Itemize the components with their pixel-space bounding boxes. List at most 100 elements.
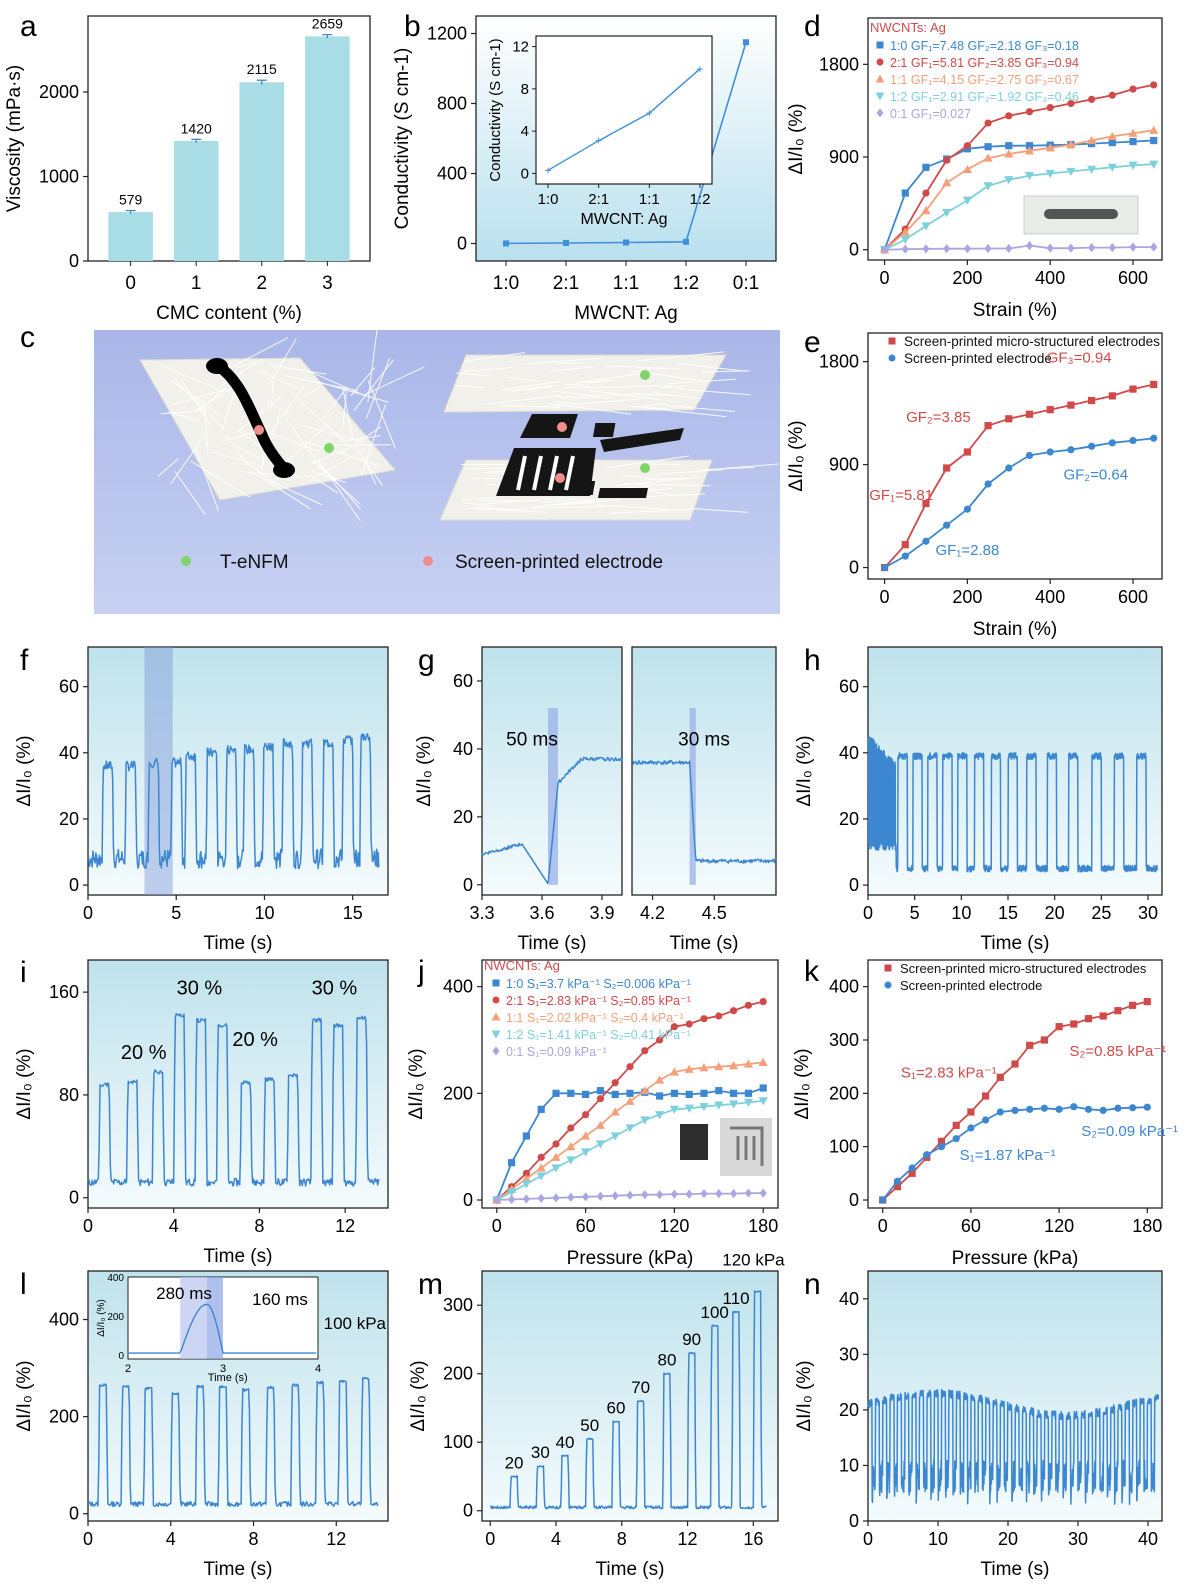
fiber	[266, 401, 291, 415]
annotation: GF₂=0.64	[1063, 466, 1128, 483]
data-point	[582, 1111, 590, 1119]
fiber	[174, 471, 206, 515]
x-tick-label: 400	[1035, 268, 1065, 288]
data-point	[670, 1089, 678, 1097]
fiber	[201, 387, 226, 410]
data-point	[758, 1057, 768, 1066]
fiber	[467, 507, 548, 513]
x-tick-label: 8	[617, 1529, 627, 1549]
data-point	[522, 1132, 530, 1140]
data-point	[893, 1177, 902, 1185]
data-point	[900, 235, 910, 245]
data-point	[669, 1067, 679, 1076]
fiber	[576, 372, 645, 384]
panel-letter: e	[804, 326, 821, 359]
panel-letter-c: c	[20, 321, 35, 354]
data-point	[536, 1163, 546, 1172]
fiber	[360, 404, 387, 476]
fiber	[675, 362, 747, 372]
fiber	[621, 474, 667, 481]
data-point	[503, 240, 509, 247]
y-tick-label: 300	[443, 1295, 473, 1315]
data-point	[984, 480, 992, 488]
panel-letter: b	[404, 10, 421, 43]
x-axis-label: MWCNT: Ag	[580, 211, 667, 228]
y-tick-label: 20	[59, 809, 79, 829]
data-point	[1040, 1104, 1048, 1112]
legend-entry: 1:2 S₁=1.41 kPa⁻¹ S₂=0.41 kPa⁻¹	[506, 1028, 691, 1042]
plot-frame	[87, 646, 389, 896]
x-tick-label: 3.6	[529, 903, 554, 923]
x-tick-label: 1:2	[673, 273, 699, 294]
legend-entry: 0:1 S₁=0.09 kPa⁻¹	[506, 1045, 607, 1059]
legend-title: NWCNTs: Ag	[870, 20, 946, 35]
fiber	[654, 392, 701, 400]
x-tick-label: 1	[191, 273, 202, 294]
data-point	[952, 1121, 960, 1129]
fiber	[641, 407, 727, 418]
fiber	[342, 387, 354, 440]
y-tick-label: 200	[107, 1312, 124, 1323]
data-point	[1143, 998, 1151, 1006]
y-tick-label: 0	[69, 875, 79, 895]
y-tick-label: 1200	[427, 24, 467, 44]
data-point	[684, 1104, 694, 1113]
strain-label: 30 %	[312, 978, 358, 1000]
fiber	[667, 378, 736, 385]
data-point	[922, 163, 930, 171]
data-point	[937, 1137, 946, 1145]
data-point	[922, 244, 930, 254]
data-point	[1108, 243, 1116, 253]
panel-letter: i	[20, 956, 27, 989]
legend-entry: 1:0 S₁=3.7 kPa⁻¹ S₂=0.006 kPa⁻¹	[506, 977, 691, 991]
inset-point: +	[646, 106, 653, 120]
data-point	[685, 1020, 693, 1028]
data-point	[508, 1194, 516, 1205]
legend-entry: Screen-printed electrode	[904, 351, 1052, 366]
y-tick-label: 200	[443, 1083, 473, 1103]
fiber	[554, 396, 614, 399]
legend-green-dot	[181, 556, 191, 566]
data-point	[1025, 108, 1034, 116]
fiber	[342, 426, 382, 453]
fiber	[363, 366, 425, 396]
data-point	[921, 222, 931, 231]
data-point	[640, 1116, 650, 1125]
fiber	[298, 424, 363, 443]
annotation: S₁=2.83 kPa⁻¹	[901, 1064, 997, 1081]
fall-time-label: 160 ms	[252, 1290, 308, 1309]
data-point	[922, 537, 930, 545]
fiber	[553, 401, 575, 404]
fiber	[305, 441, 379, 467]
data-point	[1084, 1015, 1093, 1023]
x-tick-label: 3	[220, 1363, 226, 1375]
data-point	[759, 998, 767, 1006]
data-point	[685, 1090, 693, 1098]
data-point	[1087, 135, 1097, 145]
data-point	[566, 1142, 576, 1151]
x-tick-label: 600	[1118, 268, 1148, 288]
y-tick-label: 0	[463, 1190, 473, 1210]
data-point	[1046, 243, 1054, 253]
signal-line	[87, 1013, 380, 1187]
data-point	[1150, 380, 1158, 389]
data-point	[521, 1174, 531, 1183]
fiber	[211, 451, 259, 466]
data-point	[669, 1105, 679, 1114]
x-tick-label: 0	[492, 1216, 502, 1236]
x-tick-label: 120	[1044, 1216, 1074, 1236]
x-tick-label: 40	[1138, 1529, 1158, 1549]
data-point	[699, 1063, 709, 1072]
x-axis-label: Time (s)	[204, 933, 273, 954]
panel-n: n 0 10 20 30 40 0 10 20 30 40 Time (s) ΔI/I₀ (%)	[794, 1268, 1163, 1580]
bar	[305, 36, 350, 261]
data-point	[943, 464, 951, 472]
data-point	[1129, 242, 1137, 252]
data-point	[492, 1046, 500, 1056]
x-tick-label: 3.3	[469, 903, 494, 923]
legend-entry: 2:1 GF₁=5.81 GF₂=3.85 GF₃=0.94	[890, 56, 1079, 70]
data-point	[491, 1030, 501, 1039]
strip-electrode	[212, 360, 291, 476]
y-tick-label: 0	[463, 1501, 473, 1521]
x-tick-label: 1:0	[493, 273, 519, 294]
